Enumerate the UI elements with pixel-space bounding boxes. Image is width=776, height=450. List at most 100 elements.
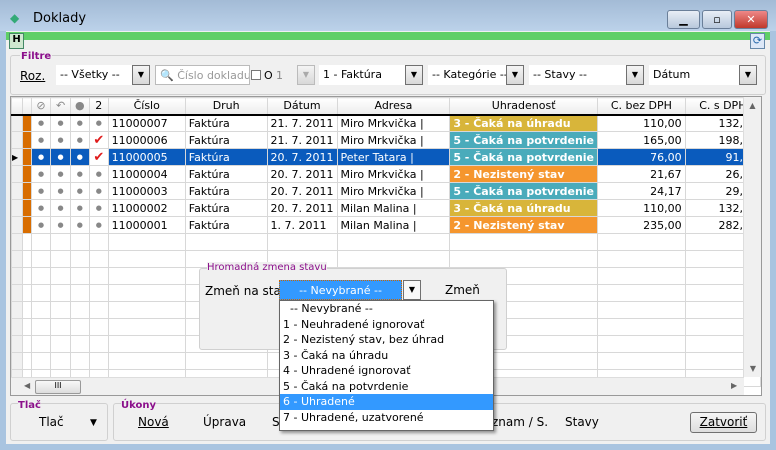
- adresa-cell: Milan Malina |: [336, 199, 451, 217]
- status-dot: ●: [88, 216, 109, 234]
- doc-type-combo[interactable]: 1 - Faktúra: [319, 65, 405, 85]
- search-icon: 🔍: [160, 69, 174, 82]
- states-button[interactable]: Stavy: [565, 415, 599, 429]
- column-header-datum[interactable]: Dátum: [266, 97, 338, 116]
- comment-dot: ●: [69, 165, 90, 183]
- comment-icon[interactable]: ●: [69, 97, 90, 116]
- row-indicator[interactable]: [11, 199, 23, 217]
- date-combo[interactable]: Dátum: [649, 65, 739, 85]
- apply-button[interactable]: Zmeň: [445, 283, 480, 297]
- row-indicator[interactable]: [11, 216, 23, 234]
- table-row[interactable]: ● ● ● ● 11000007 Faktúra 21. 7. 2011 Miro …: [11, 114, 762, 132]
- maximize-button[interactable]: ▫: [702, 10, 732, 29]
- comment-dot: ●: [69, 182, 90, 200]
- close-button[interactable]: Zatvoriť: [690, 412, 757, 433]
- undo-icon[interactable]: ↶: [50, 97, 71, 116]
- dropdown-option[interactable]: 6 - Uhradené: [280, 394, 493, 410]
- edit-button[interactable]: Úprava: [203, 415, 247, 429]
- druh-cell: Faktúra: [184, 216, 268, 234]
- undo-dot: ●: [50, 216, 71, 234]
- state-dropdown-list[interactable]: -- Nevybrané -- 1 - Neuhradené ignorovať 2…: [279, 300, 494, 431]
- table-row[interactable]: ● ● ● ● 11000003 Faktúra 20. 7. 2011 Miro …: [11, 182, 762, 200]
- row-indicator[interactable]: [11, 114, 23, 132]
- dropdown-option[interactable]: 7 - Uhradené, uzatvorené: [283, 410, 424, 424]
- column-header-cislo[interactable]: Číslo: [107, 97, 186, 116]
- s-button[interactable]: S: [272, 415, 280, 429]
- scroll-down-icon[interactable]: ▼: [749, 364, 757, 373]
- payment-status-badge: 3 - Čaká na úhradu: [449, 114, 599, 132]
- table-row[interactable]: ● ● ● ● 11000002 Faktúra 20. 7. 2011 Milan…: [11, 199, 762, 217]
- dropdown-option[interactable]: 5 - Čaká na potvrdenie: [283, 379, 409, 393]
- row-indicator[interactable]: [11, 165, 23, 183]
- chevron-down-icon[interactable]: ▼: [132, 65, 150, 85]
- undo-dot: ●: [50, 165, 71, 183]
- datum-cell: 20. 7. 2011: [266, 199, 338, 217]
- datum-cell: 21. 7. 2011: [266, 114, 338, 132]
- payment-status-badge: 2 - Nezistený stav: [449, 165, 599, 183]
- dropdown-option[interactable]: 1 - Neuhradené ignorovať: [283, 317, 425, 331]
- states-combo[interactable]: -- Stavy --: [529, 65, 626, 85]
- roz-label: Roz.: [20, 69, 46, 83]
- vertical-scrollbar[interactable]: ▲ ▼: [743, 97, 761, 377]
- row-header-corner: [11, 97, 23, 116]
- price-without-vat-cell: 235,00: [597, 216, 686, 234]
- search-input[interactable]: 🔍 Číslo dokladu,: [155, 65, 250, 85]
- chevron-down-icon[interactable]: ▼: [403, 280, 421, 300]
- window-title: Doklady: [33, 11, 87, 26]
- close-window-button[interactable]: ✕: [734, 10, 768, 29]
- dropdown-option[interactable]: 2 - Nezistený stav, bez úhrad: [283, 333, 445, 346]
- undo-dot: ●: [50, 114, 71, 132]
- column-header-bez-dph[interactable]: C. bez DPH: [597, 97, 686, 116]
- o-checkbox[interactable]: [251, 70, 261, 80]
- minimize-button[interactable]: ▁: [667, 10, 700, 29]
- chevron-down-icon[interactable]: ▼: [405, 65, 423, 85]
- color-marker: [21, 131, 32, 149]
- chevron-down-icon[interactable]: ▼: [626, 65, 644, 85]
- refresh-icon[interactable]: ⟳: [750, 33, 765, 49]
- all-filter-combo[interactable]: -- Všetky --: [56, 65, 132, 85]
- state-combo[interactable]: -- Nevybrané --: [279, 280, 402, 300]
- chevron-down-icon[interactable]: ▼: [90, 418, 97, 428]
- row-indicator[interactable]: ▶: [11, 148, 23, 166]
- datum-cell: 21. 7. 2011: [266, 131, 338, 149]
- scroll-up-icon[interactable]: ▲: [749, 101, 756, 110]
- column-header[interactable]: 2: [88, 97, 109, 116]
- column-header-adresa[interactable]: Adresa: [336, 97, 451, 116]
- datum-cell: 1. 7. 2011: [266, 216, 338, 234]
- payment-status-badge: 2 - Nezistený stav: [449, 216, 599, 234]
- column-header-druh[interactable]: Druh: [184, 97, 268, 116]
- price-without-vat-cell: 165,00: [597, 131, 686, 149]
- table-row[interactable]: ▶ ● ● ● ✔ 11000005 Faktúra 20. 7. 2011 Pet…: [11, 148, 762, 166]
- empty-row: [11, 233, 762, 251]
- table-row[interactable]: ● ● ● ● 11000001 Faktúra 1. 7. 2011 Milan …: [11, 216, 762, 234]
- payment-status-badge: 5 - Čaká na potvrdenie: [449, 131, 599, 149]
- row-indicator[interactable]: [11, 131, 23, 149]
- print-button[interactable]: Tlač: [39, 415, 64, 429]
- scroll-right-icon[interactable]: ▶: [731, 381, 738, 390]
- scroll-left-icon[interactable]: ◀: [24, 381, 31, 390]
- adresa-cell: Peter Tatara |: [336, 148, 451, 166]
- filter-group: [10, 55, 766, 95]
- new-button[interactable]: Nová: [138, 415, 169, 429]
- adresa-cell: Miro Mrkvička |: [336, 114, 451, 132]
- column-header-s-dph[interactable]: C. s DPH: [684, 97, 762, 116]
- row-indicator[interactable]: [11, 182, 23, 200]
- chevron-down-icon[interactable]: ▼: [506, 65, 524, 85]
- attachment-dot: ●: [30, 148, 52, 166]
- h-button[interactable]: H: [9, 33, 24, 49]
- dropdown-option[interactable]: -- Nevybrané --: [290, 302, 373, 315]
- status-dot: ●: [88, 165, 109, 183]
- chevron-down-icon[interactable]: ▼: [739, 65, 757, 85]
- table-row[interactable]: ● ● ● ✔ 11000006 Faktúra 21. 7. 2011 Miro …: [11, 131, 762, 149]
- table-row[interactable]: ● ● ● ● 11000004 Faktúra 20. 7. 2011 Miro …: [11, 165, 762, 183]
- attachment-icon[interactable]: ⊘: [30, 97, 52, 116]
- scroll-thumb[interactable]: III: [35, 380, 81, 394]
- column-header-uhradenost[interactable]: Uhradenosť: [449, 97, 599, 116]
- druh-cell: Faktúra: [184, 131, 268, 149]
- app-icon: ◆: [10, 11, 20, 25]
- dropdown-option[interactable]: 4 - Uhradené ignorovať: [283, 364, 411, 377]
- category-combo[interactable]: -- Kategórie --: [428, 65, 506, 85]
- o-dropdown-button[interactable]: ▼: [297, 65, 315, 85]
- dropdown-option[interactable]: 3 - Čaká na úhradu: [283, 348, 389, 362]
- list-button[interactable]: znam / S.: [492, 415, 549, 429]
